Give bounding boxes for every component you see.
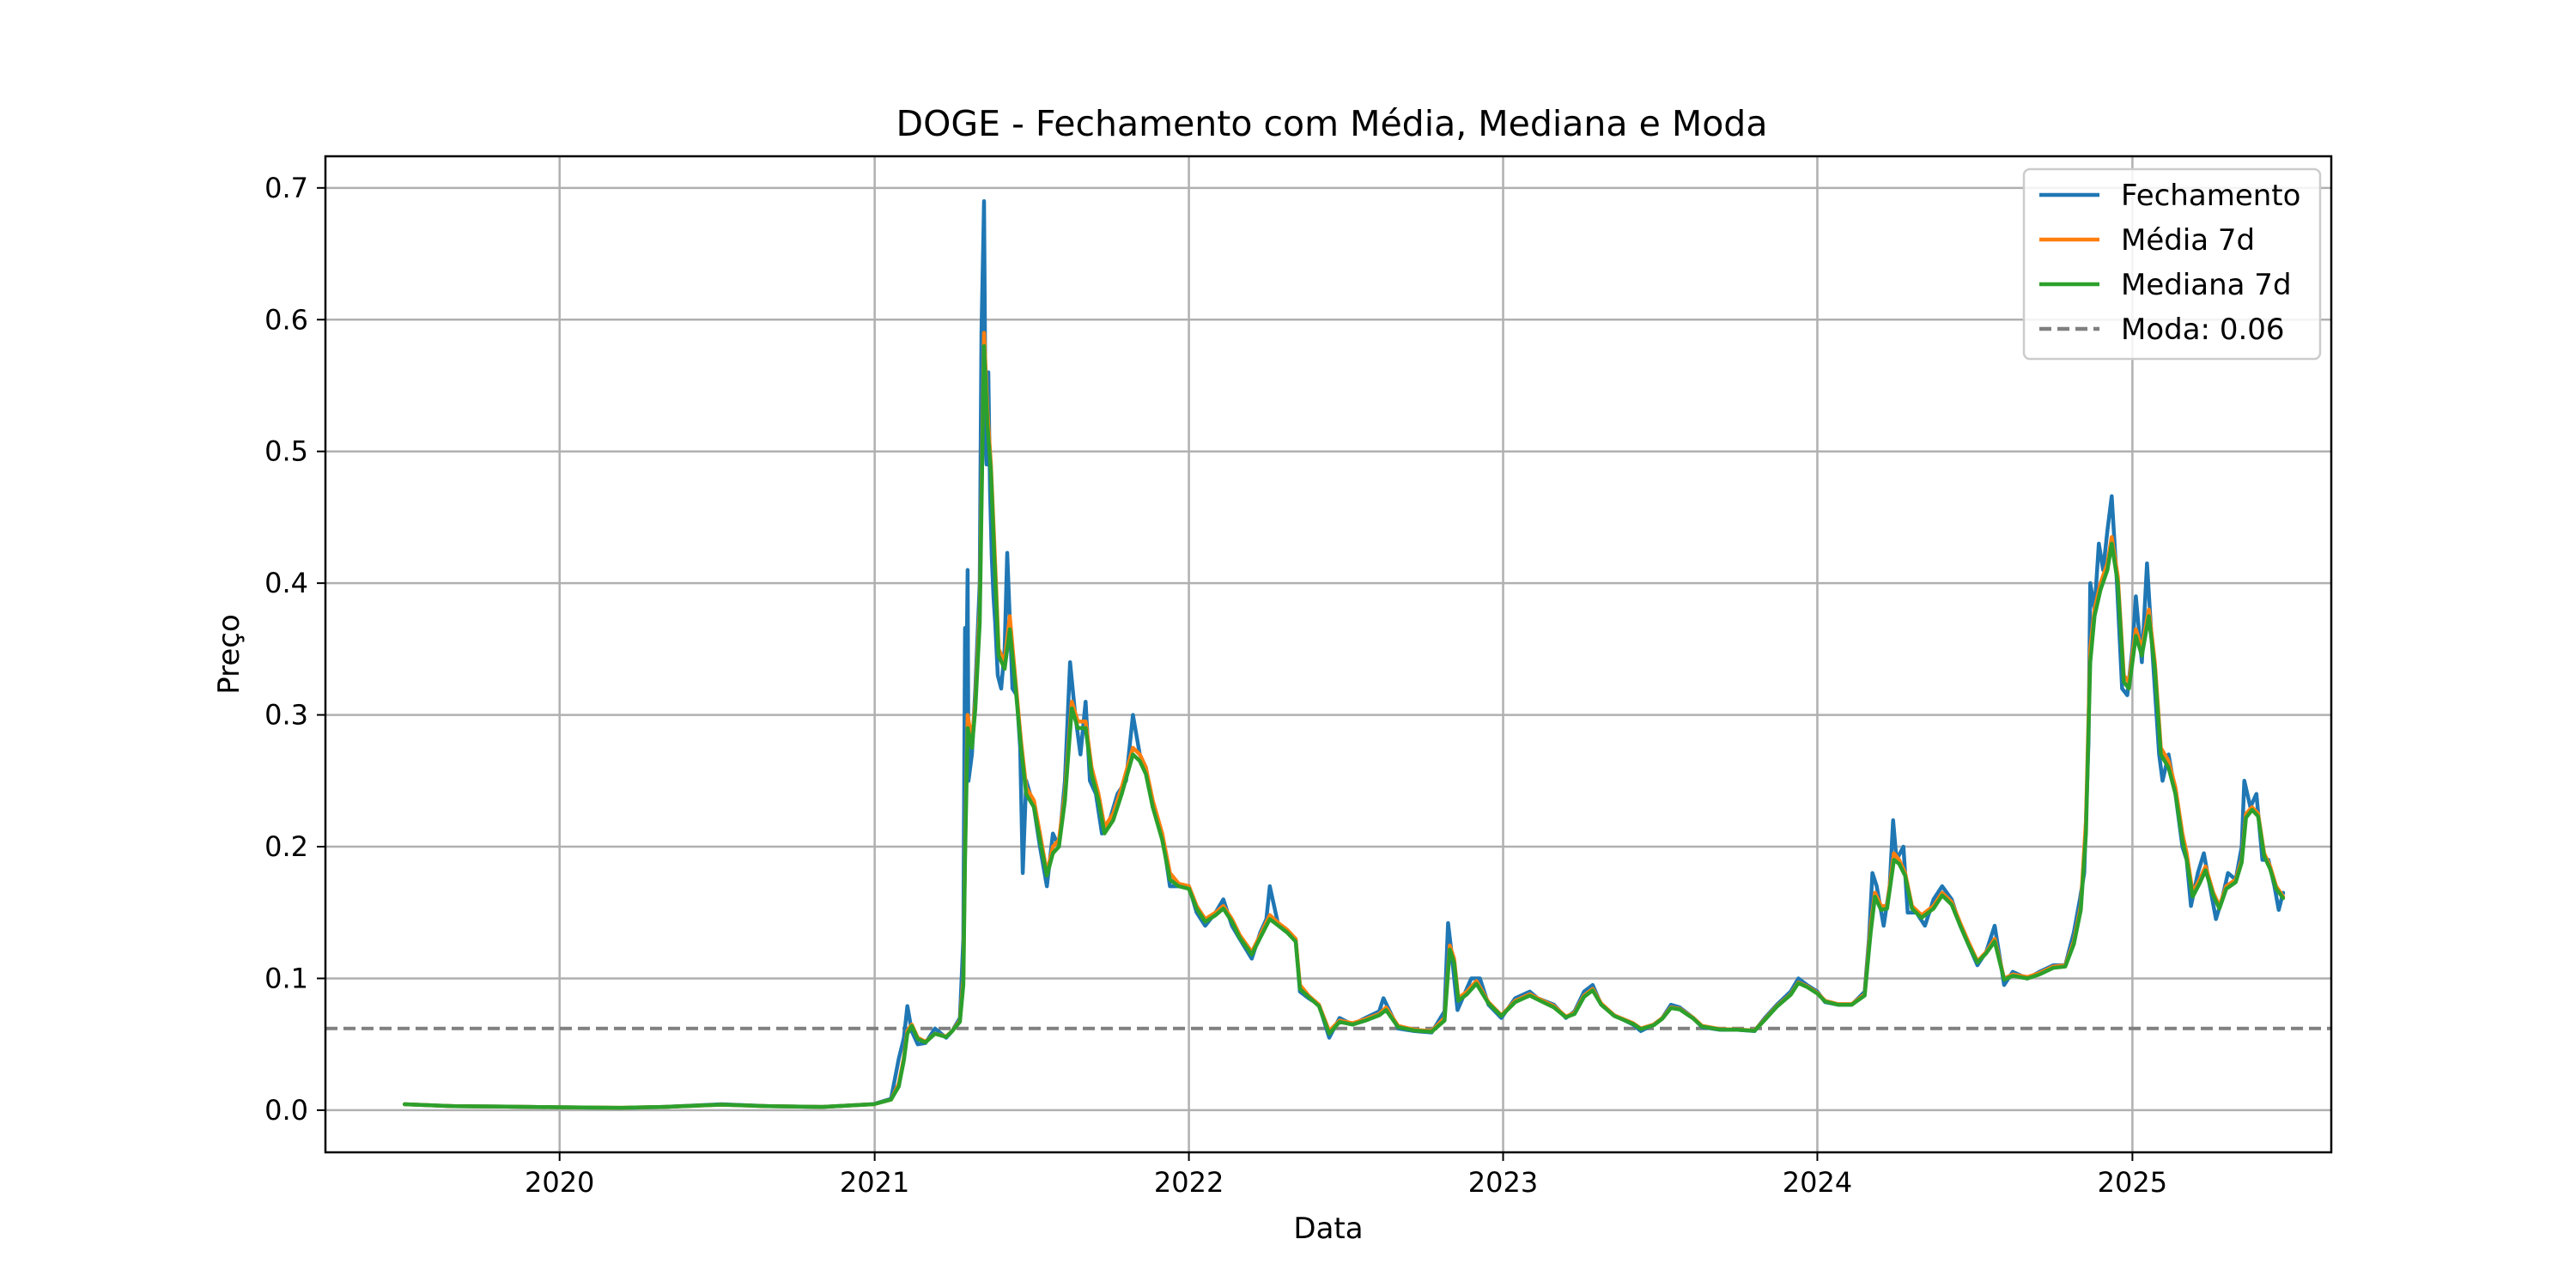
chart-title: DOGE - Fechamento com Média, Mediana e M… [896,103,1768,144]
plot-frame [324,155,2333,1154]
y-tick-label: 0.5 [264,435,308,468]
y-axis: 0.0 0.1 0.2 0.3 0.4 0.5 0.6 0.7 [264,172,325,1127]
y-tick-label: 0.2 [264,830,308,863]
y-tick-label: 0.7 [264,172,308,204]
x-tick-label: 2024 [1783,1166,1852,1199]
legend-label: Mediana 7d [2121,268,2292,302]
x-axis: 2020 2021 2022 2023 2024 2025 [525,1152,2167,1199]
series-layer [325,198,2331,1110]
x-axis-title: Data [1293,1212,1363,1246]
legend-label: Fechamento [2121,179,2300,213]
x-tick-label: 2023 [1468,1166,1538,1199]
mediana-7d-line [402,343,2286,1110]
y-tick-label: 0.0 [264,1094,308,1127]
x-tick-label: 2020 [525,1166,594,1199]
x-tick-label: 2025 [2098,1166,2167,1199]
y-tick-label: 0.4 [264,567,308,599]
y-axis-title: Preço [212,614,246,695]
y-tick-label: 0.6 [264,303,308,336]
legend-label: Moda: 0.06 [2121,313,2285,347]
legend: Fechamento Média 7d Mediana 7d Moda: 0.06 [2022,167,2322,361]
y-tick-label: 0.1 [264,962,308,994]
legend-label: Média 7d [2121,223,2255,258]
grid [325,156,2331,1152]
legend-box [2022,167,2322,361]
x-tick-label: 2022 [1154,1166,1224,1199]
y-tick-label: 0.3 [264,699,308,732]
x-tick-label: 2021 [840,1166,909,1199]
